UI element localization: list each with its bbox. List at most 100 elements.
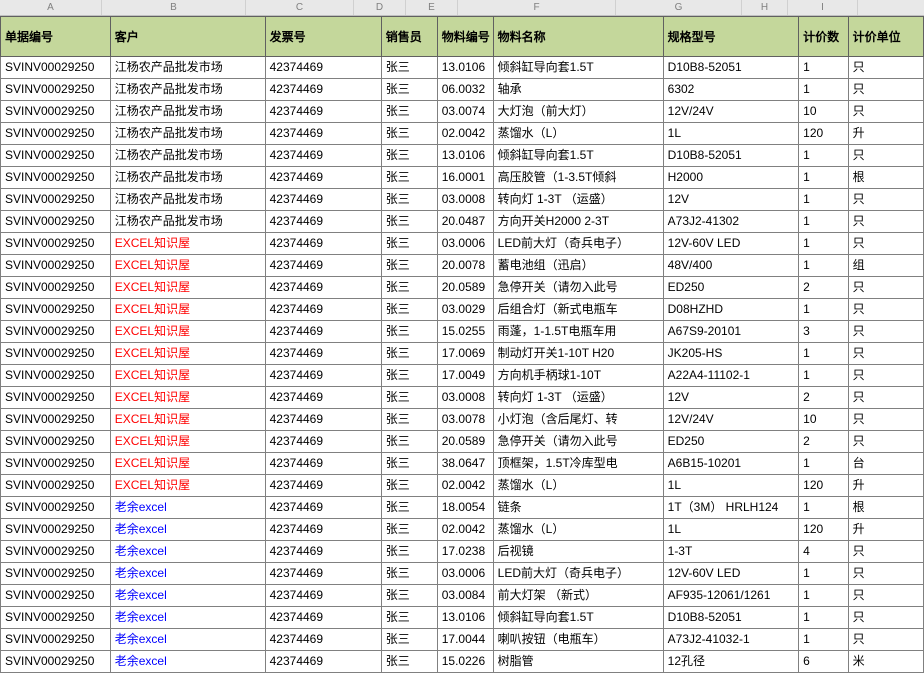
table-cell[interactable]: 03.0006 [437,233,493,255]
table-cell[interactable]: 42374469 [265,585,381,607]
col-letter[interactable]: G [616,0,742,15]
table-cell[interactable]: 03.0078 [437,409,493,431]
table-cell[interactable]: 张三 [381,57,437,79]
table-cell[interactable]: 2 [799,387,848,409]
table-cell[interactable]: 1 [799,167,848,189]
table-cell[interactable]: 42374469 [265,563,381,585]
table-cell[interactable]: 42374469 [265,607,381,629]
table-cell[interactable]: 只 [848,189,923,211]
table-cell[interactable]: 42374469 [265,387,381,409]
table-cell[interactable]: SVINV00029250 [1,321,111,343]
table-cell[interactable]: 42374469 [265,145,381,167]
table-cell[interactable]: SVINV00029250 [1,277,111,299]
table-cell[interactable]: EXCEL知识屋 [110,453,265,475]
table-cell[interactable]: 张三 [381,585,437,607]
table-cell[interactable]: SVINV00029250 [1,79,111,101]
table-cell[interactable]: 方向机手柄球1-10T [493,365,663,387]
table-cell[interactable]: 18.0054 [437,497,493,519]
table-cell[interactable]: 12V-60V LED [663,563,799,585]
table-cell[interactable]: H2000 [663,167,799,189]
table-cell[interactable]: 03.0074 [437,101,493,123]
table-cell[interactable]: 12V/24V [663,409,799,431]
table-cell[interactable]: AF935-12061/1261 [663,585,799,607]
table-cell[interactable]: 42374469 [265,431,381,453]
table-cell[interactable]: SVINV00029250 [1,299,111,321]
table-cell[interactable]: 42374469 [265,101,381,123]
table-cell[interactable]: 06.0032 [437,79,493,101]
table-cell[interactable]: 42374469 [265,453,381,475]
table-cell[interactable]: 42374469 [265,475,381,497]
table-cell[interactable]: 20.0589 [437,277,493,299]
table-cell[interactable]: 1 [799,365,848,387]
table-cell[interactable]: 1 [799,189,848,211]
table-cell[interactable]: 17.0069 [437,343,493,365]
table-cell[interactable]: 张三 [381,629,437,651]
table-cell[interactable]: 03.0029 [437,299,493,321]
header-cell[interactable]: 物料名称 [493,17,663,57]
table-cell[interactable]: D10B8-52051 [663,145,799,167]
table-cell[interactable]: 只 [848,277,923,299]
table-cell[interactable]: LED前大灯（奇兵电子） [493,563,663,585]
table-cell[interactable]: 制动灯开关1-10T H20 [493,343,663,365]
table-cell[interactable]: 38.0647 [437,453,493,475]
table-cell[interactable]: 3 [799,321,848,343]
table-cell[interactable]: D10B8-52051 [663,57,799,79]
table-cell[interactable]: 转向灯 1-3T （运盛） [493,387,663,409]
table-cell[interactable]: 4 [799,541,848,563]
table-cell[interactable]: 张三 [381,255,437,277]
table-cell[interactable]: 12V [663,387,799,409]
table-cell[interactable]: 蓄电池组（迅启） [493,255,663,277]
table-cell[interactable]: 江杨农产品批发市场 [110,211,265,233]
table-cell[interactable]: 方向开关H2000 2-3T [493,211,663,233]
table-cell[interactable]: 前大灯架 （新式） [493,585,663,607]
table-cell[interactable]: SVINV00029250 [1,365,111,387]
table-cell[interactable]: 只 [848,607,923,629]
table-cell[interactable]: 根 [848,497,923,519]
col-letter[interactable]: H [742,0,788,15]
table-cell[interactable]: 只 [848,585,923,607]
table-cell[interactable]: 1 [799,79,848,101]
table-cell[interactable]: 1 [799,629,848,651]
table-cell[interactable]: 42374469 [265,189,381,211]
table-cell[interactable]: SVINV00029250 [1,123,111,145]
table-cell[interactable]: A73J2-41302 [663,211,799,233]
table-cell[interactable]: 42374469 [265,211,381,233]
table-cell[interactable]: 升 [848,475,923,497]
table-cell[interactable]: 江杨农产品批发市场 [110,123,265,145]
table-cell[interactable]: JK205-HS [663,343,799,365]
header-cell[interactable]: 物料编号 [437,17,493,57]
table-cell[interactable]: SVINV00029250 [1,585,111,607]
table-cell[interactable]: 6302 [663,79,799,101]
table-cell[interactable]: 03.0008 [437,189,493,211]
table-cell[interactable]: 张三 [381,321,437,343]
table-cell[interactable]: 张三 [381,211,437,233]
table-cell[interactable]: 1 [799,497,848,519]
table-cell[interactable]: SVINV00029250 [1,541,111,563]
table-cell[interactable]: 张三 [381,409,437,431]
table-cell[interactable]: 1 [799,211,848,233]
table-cell[interactable]: 江杨农产品批发市场 [110,145,265,167]
table-cell[interactable]: EXCEL知识屋 [110,431,265,453]
table-cell[interactable]: 42374469 [265,299,381,321]
table-cell[interactable]: A67S9-20101 [663,321,799,343]
table-cell[interactable]: 1 [799,343,848,365]
table-cell[interactable]: 高压胶管（1-3.5T倾斜 [493,167,663,189]
col-letter[interactable]: I [788,0,858,15]
table-cell[interactable]: 42374469 [265,321,381,343]
table-cell[interactable]: 张三 [381,563,437,585]
table-cell[interactable]: 13.0106 [437,607,493,629]
table-cell[interactable]: SVINV00029250 [1,497,111,519]
table-cell[interactable]: SVINV00029250 [1,409,111,431]
table-cell[interactable]: 只 [848,101,923,123]
table-cell[interactable]: 张三 [381,189,437,211]
col-letter[interactable]: C [246,0,354,15]
table-cell[interactable]: 1L [663,519,799,541]
table-cell[interactable]: 12V-60V LED [663,233,799,255]
table-cell[interactable]: SVINV00029250 [1,57,111,79]
table-cell[interactable]: 03.0006 [437,563,493,585]
table-cell[interactable]: 42374469 [265,497,381,519]
table-cell[interactable]: 老余excel [110,629,265,651]
col-letter[interactable]: F [458,0,616,15]
table-cell[interactable]: 42374469 [265,123,381,145]
table-cell[interactable]: SVINV00029250 [1,607,111,629]
